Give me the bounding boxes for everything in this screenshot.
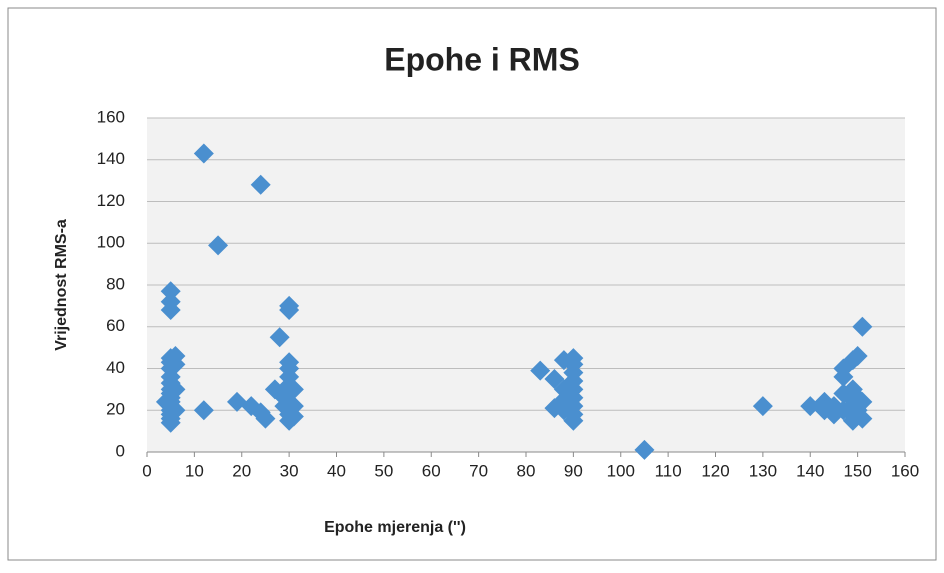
point [269,327,290,348]
y-tick-label: 140 [97,149,125,168]
y-axis-label: Vrijednost RMS-a [53,219,70,351]
y-tick-label: 160 [97,107,125,126]
x-tick-label: 70 [469,461,488,480]
point [852,408,873,429]
x-tick-label: 110 [655,461,682,480]
point [283,379,304,400]
x-tick-label: 30 [280,461,299,480]
point [279,295,300,316]
point [165,379,186,400]
point [193,400,214,421]
point [279,352,300,373]
point [255,408,276,429]
y-tick-label: 120 [97,191,125,210]
x-tick-label: 160 [891,461,919,480]
y-tick-label: 60 [106,316,125,335]
point [250,174,271,195]
x-tick-label: 120 [701,461,729,480]
y-tick-label: 0 [116,441,125,460]
point [165,354,186,375]
x-tick-label: 150 [843,461,871,480]
x-tick-label: 0 [142,461,151,480]
point [193,143,214,164]
point [530,360,551,381]
y-tick-label: 100 [97,233,125,252]
x-tick-label: 50 [374,461,393,480]
chart-title: Epohe i RMS [384,41,580,77]
y-tick-label: 80 [106,274,125,293]
x-axis-label: Epohe mjerenja ('') [324,519,466,536]
point [160,281,181,302]
x-tick-label: 10 [185,461,204,480]
point [208,235,229,256]
point [852,391,873,412]
y-tick-label: 20 [106,400,125,419]
x-tick-label: 140 [796,461,824,480]
point [634,439,655,460]
point [852,316,873,337]
x-tick-label: 100 [607,461,635,480]
x-tick-label: 90 [564,461,583,480]
point [227,391,248,412]
point [847,345,868,366]
x-tick-label: 130 [749,461,777,480]
point [800,396,821,417]
y-tick-label: 40 [106,358,125,377]
x-tick-label: 40 [327,461,346,480]
x-tick-label: 60 [422,461,441,480]
point [283,396,304,417]
x-tick-label: 80 [517,461,536,480]
point [752,396,773,417]
point [563,348,584,369]
x-tick-label: 20 [232,461,251,480]
point [283,406,304,427]
point [165,400,186,421]
point [160,291,181,312]
